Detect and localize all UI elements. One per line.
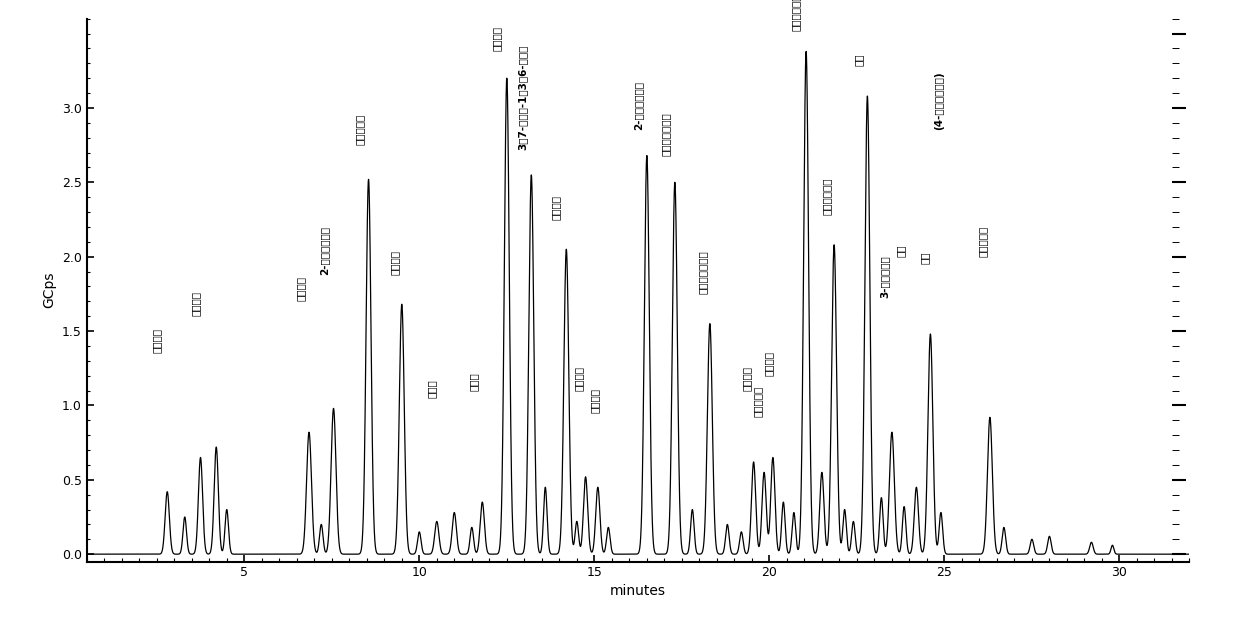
Text: 戊酸乙酯: 戊酸乙酯 [390,250,400,275]
Text: 乙酸菊花乙酯: 乙酸菊花乙酯 [823,178,833,215]
Text: 月桂醛: 月桂醛 [426,379,436,398]
Text: 龙胆花乙酯: 龙胆花乙酯 [753,386,763,417]
Text: 3-本丙酸乙酯: 3-本丙酸乙酯 [880,256,890,298]
Text: 正己内酯: 正己内酯 [590,388,600,413]
Text: 棕榈酸乙酯: 棕榈酸乙酯 [978,225,987,256]
Text: 异戊醛: 异戊醛 [468,372,478,391]
Text: 丙酸乙酯: 丙酸乙酯 [551,195,561,220]
X-axis label: minutes: minutes [610,583,667,598]
Text: (4-屈香花衣草醆): (4-屈香花衣草醆) [934,72,944,130]
Text: 丁酸乙酯: 丁酸乙酯 [295,276,305,301]
Text: 乳酸乙酯: 乳酸乙酯 [191,291,201,316]
Text: 辛酸: 辛酸 [921,251,930,264]
Text: 己酸乙酯: 己酸乙酯 [492,26,502,51]
Text: 己酸己酯: 己酸己酯 [742,366,752,391]
Text: 特戊醃（内标）: 特戊醃（内标） [698,250,707,294]
Text: 己酸: 己酸 [854,54,864,66]
Text: 异辛醛（内标）: 异辛醛（内标） [662,112,672,155]
Text: 乙酸芙叶醆（内标）: 乙酸芙叶醆（内标） [790,0,800,31]
Text: 2-辛醛（内标）: 2-辛醛（内标） [633,81,643,130]
Text: 苹果: 苹果 [896,244,906,256]
Text: 异戊酸乙酯: 异戊酸乙酯 [354,114,364,145]
Y-axis label: GCps: GCps [42,272,56,308]
Text: 乙酸乙酯: 乙酸乙酯 [151,328,162,353]
Text: 3，7-二甲基-1，3，6-辛三烯: 3，7-二甲基-1，3，6-辛三烯 [518,44,528,150]
Text: 己己内酯: 己己内酯 [574,366,584,391]
Text: 2-甲基丁酸乙酯: 2-甲基丁酸乙酯 [320,225,330,275]
Text: 乙酸乙酯: 乙酸乙酯 [763,351,773,376]
